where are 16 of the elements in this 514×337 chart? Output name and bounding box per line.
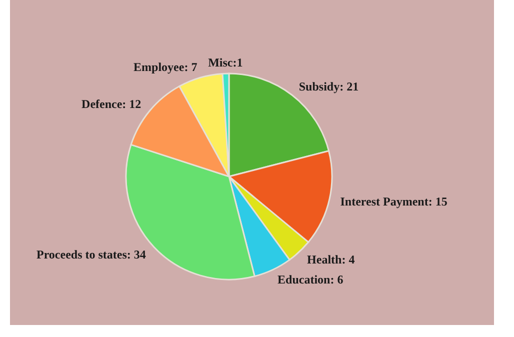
slice-label: Interest Payment xyxy=(340,194,428,208)
slice-label: Defence xyxy=(82,96,123,111)
data-label: : 21 xyxy=(340,79,359,94)
data-label: : 6 xyxy=(330,272,344,287)
data-label: :1 xyxy=(232,56,243,70)
slice-label: Education xyxy=(278,272,331,287)
slice-label: Misc xyxy=(208,56,234,70)
slice-label: Proceeds to states xyxy=(36,248,128,262)
data-label: : 15 xyxy=(428,194,448,208)
data-label: : 7 xyxy=(184,60,198,74)
data-label: : 12 xyxy=(122,96,142,111)
slice-label: Employee xyxy=(134,60,185,74)
data-label: : 34 xyxy=(126,248,146,262)
data-label: : 4 xyxy=(342,252,355,267)
slice-label: Subsidy xyxy=(298,79,340,94)
slice-label: Health xyxy=(307,252,342,267)
